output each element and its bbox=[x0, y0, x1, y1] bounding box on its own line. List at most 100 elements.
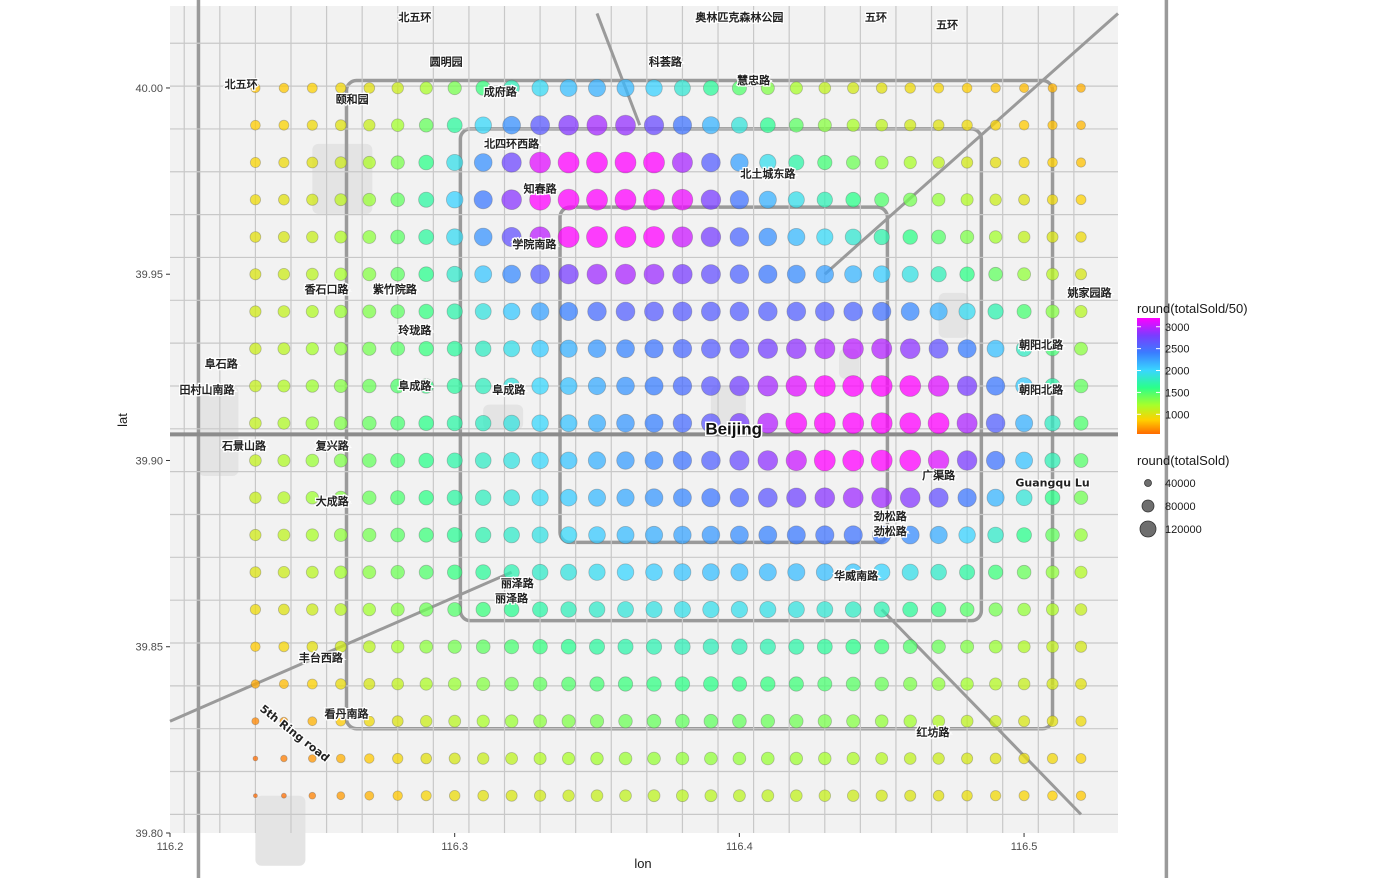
data-point bbox=[334, 230, 348, 244]
legend-color-label: 1500 bbox=[1165, 387, 1189, 399]
data-point bbox=[559, 414, 578, 433]
data-point bbox=[333, 416, 348, 431]
data-point bbox=[529, 188, 551, 211]
data-points bbox=[249, 79, 1089, 803]
data-point bbox=[842, 487, 864, 509]
data-point bbox=[249, 194, 261, 206]
map-label: Beijing bbox=[705, 419, 762, 438]
data-point bbox=[617, 638, 634, 655]
data-point bbox=[845, 676, 861, 692]
data-point bbox=[1017, 230, 1031, 244]
data-point bbox=[586, 114, 608, 136]
y-axis-title: lat bbox=[115, 413, 130, 427]
data-point bbox=[334, 603, 348, 616]
data-point bbox=[504, 639, 520, 655]
data-point bbox=[701, 338, 721, 359]
data-point bbox=[391, 715, 404, 728]
data-point bbox=[474, 116, 492, 134]
data-point bbox=[675, 713, 690, 729]
data-point bbox=[844, 563, 862, 581]
data-point bbox=[501, 189, 522, 211]
data-point bbox=[278, 641, 290, 653]
data-point bbox=[644, 301, 664, 322]
map-label: 北五环 bbox=[398, 10, 431, 24]
data-point bbox=[958, 526, 976, 544]
data-point bbox=[586, 188, 608, 211]
data-point bbox=[249, 342, 262, 355]
data-point bbox=[904, 789, 917, 802]
data-point bbox=[474, 452, 492, 469]
x-tick-label: 116.3 bbox=[441, 841, 468, 853]
data-point bbox=[363, 82, 376, 94]
data-point bbox=[785, 412, 808, 435]
legend-color-label: 3000 bbox=[1165, 322, 1189, 334]
data-point bbox=[1017, 640, 1031, 654]
data-point bbox=[559, 79, 578, 97]
data-point bbox=[989, 677, 1003, 691]
data-point bbox=[932, 752, 945, 765]
data-point bbox=[446, 190, 464, 209]
data-point bbox=[647, 789, 661, 803]
data-point bbox=[448, 752, 461, 765]
data-point bbox=[277, 491, 291, 505]
data-point bbox=[904, 119, 917, 132]
data-point bbox=[960, 193, 974, 207]
data-point bbox=[418, 490, 434, 506]
data-point bbox=[870, 412, 893, 435]
data-point bbox=[731, 676, 748, 692]
data-point bbox=[474, 265, 493, 284]
data-point bbox=[504, 714, 519, 728]
data-point bbox=[278, 156, 290, 169]
data-point bbox=[476, 714, 490, 728]
y-tick-label: 39.95 bbox=[135, 269, 163, 281]
data-point bbox=[278, 119, 290, 131]
data-point bbox=[874, 676, 889, 692]
data-point bbox=[956, 375, 978, 397]
data-point bbox=[362, 341, 377, 356]
data-point bbox=[335, 715, 347, 727]
data-point bbox=[249, 416, 262, 430]
data-point bbox=[757, 338, 779, 359]
legend-color-label: 2500 bbox=[1165, 344, 1189, 356]
data-point bbox=[390, 192, 406, 208]
map-label: 丰台西路 bbox=[299, 651, 344, 665]
data-point bbox=[249, 454, 262, 467]
data-point bbox=[899, 375, 922, 397]
data-point bbox=[473, 227, 493, 247]
data-point bbox=[760, 714, 776, 729]
data-point bbox=[956, 450, 978, 471]
data-point bbox=[789, 789, 803, 802]
data-point bbox=[307, 716, 318, 727]
data-point bbox=[816, 191, 833, 208]
data-point bbox=[759, 117, 776, 134]
data-point bbox=[929, 302, 948, 321]
data-point bbox=[305, 342, 319, 356]
data-point bbox=[700, 226, 722, 248]
data-point bbox=[704, 789, 718, 803]
data-point bbox=[758, 264, 778, 284]
data-point bbox=[789, 751, 804, 766]
data-point bbox=[390, 452, 406, 468]
data-point bbox=[305, 304, 319, 318]
data-point bbox=[391, 81, 404, 95]
data-point bbox=[989, 752, 1002, 765]
data-point bbox=[701, 450, 721, 471]
data-point bbox=[588, 563, 606, 581]
legend-color-ticks: 1000 1500 2000 2500 3000 bbox=[1137, 322, 1189, 421]
data-point bbox=[933, 82, 945, 94]
data-point bbox=[560, 638, 577, 655]
y-tick-label: 39.90 bbox=[135, 455, 163, 467]
map-label: 朝阳北路 bbox=[1019, 382, 1064, 396]
data-point bbox=[559, 488, 578, 507]
data-point bbox=[646, 676, 662, 692]
data-point bbox=[305, 528, 319, 542]
map-label: 圆明园 bbox=[430, 56, 463, 69]
data-point bbox=[989, 790, 1002, 802]
data-point bbox=[587, 414, 607, 433]
data-point bbox=[392, 752, 404, 765]
data-point bbox=[931, 229, 946, 245]
data-point bbox=[787, 601, 805, 619]
data-point bbox=[931, 677, 946, 691]
data-point bbox=[249, 156, 261, 168]
data-point bbox=[503, 79, 520, 97]
